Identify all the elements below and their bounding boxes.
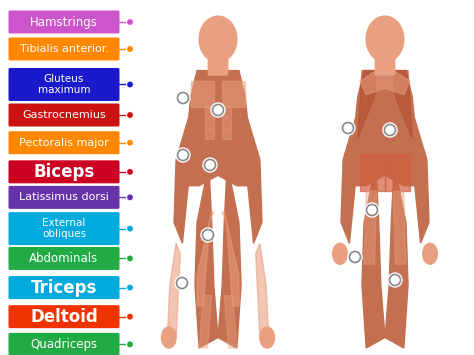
Circle shape: [127, 255, 134, 262]
FancyBboxPatch shape: [9, 276, 119, 299]
Polygon shape: [364, 191, 377, 264]
FancyBboxPatch shape: [9, 160, 119, 183]
Polygon shape: [354, 71, 416, 186]
Text: Biceps: Biceps: [33, 163, 95, 181]
Text: Hamstrings: Hamstrings: [30, 16, 98, 28]
Polygon shape: [241, 118, 262, 243]
Text: Gastrocnemius: Gastrocnemius: [22, 110, 106, 120]
Circle shape: [365, 203, 379, 217]
Circle shape: [127, 313, 134, 320]
Circle shape: [127, 194, 134, 201]
Circle shape: [176, 91, 190, 105]
Circle shape: [343, 122, 354, 133]
Text: Triceps: Triceps: [31, 279, 97, 296]
Circle shape: [366, 204, 377, 215]
Polygon shape: [205, 106, 214, 116]
Polygon shape: [174, 118, 195, 243]
Polygon shape: [408, 118, 429, 243]
Ellipse shape: [260, 327, 274, 348]
Polygon shape: [205, 117, 214, 128]
Circle shape: [212, 104, 224, 115]
Text: Abdominals: Abdominals: [29, 252, 99, 265]
Polygon shape: [222, 117, 230, 128]
Polygon shape: [358, 71, 377, 138]
FancyBboxPatch shape: [9, 68, 119, 101]
Polygon shape: [222, 106, 230, 116]
Circle shape: [127, 139, 134, 146]
Polygon shape: [187, 71, 249, 186]
Circle shape: [204, 159, 216, 170]
Ellipse shape: [423, 243, 438, 264]
FancyBboxPatch shape: [9, 11, 119, 33]
FancyBboxPatch shape: [9, 333, 119, 355]
Circle shape: [388, 273, 402, 287]
FancyBboxPatch shape: [9, 38, 119, 60]
Ellipse shape: [366, 16, 404, 62]
Circle shape: [175, 276, 189, 290]
Text: Gluteus
maximum: Gluteus maximum: [38, 74, 90, 95]
Circle shape: [127, 18, 134, 26]
Ellipse shape: [162, 327, 176, 348]
Polygon shape: [168, 243, 180, 338]
Polygon shape: [224, 296, 237, 348]
FancyBboxPatch shape: [9, 247, 119, 270]
Polygon shape: [197, 212, 214, 306]
Polygon shape: [385, 154, 410, 191]
Polygon shape: [199, 296, 212, 348]
Polygon shape: [360, 65, 410, 95]
Text: Pectoralis major: Pectoralis major: [19, 138, 109, 148]
Polygon shape: [393, 71, 412, 138]
Circle shape: [348, 250, 362, 264]
Polygon shape: [341, 118, 362, 243]
Circle shape: [127, 168, 134, 175]
FancyBboxPatch shape: [374, 53, 395, 76]
Polygon shape: [360, 154, 385, 191]
Text: Deltoid: Deltoid: [30, 308, 98, 326]
FancyBboxPatch shape: [9, 305, 119, 328]
Circle shape: [127, 45, 134, 53]
Circle shape: [349, 251, 361, 262]
Polygon shape: [205, 129, 214, 139]
Circle shape: [176, 148, 190, 162]
Circle shape: [341, 121, 355, 135]
Polygon shape: [222, 81, 245, 107]
Text: External
obliques: External obliques: [42, 218, 86, 239]
Text: Quadriceps: Quadriceps: [30, 338, 98, 351]
Polygon shape: [255, 243, 268, 338]
Circle shape: [201, 228, 215, 242]
Circle shape: [127, 341, 134, 348]
Polygon shape: [222, 129, 230, 139]
Circle shape: [127, 225, 134, 232]
Ellipse shape: [333, 243, 347, 264]
Circle shape: [176, 278, 188, 289]
Circle shape: [390, 274, 401, 285]
Polygon shape: [385, 180, 408, 348]
Polygon shape: [195, 180, 218, 348]
Circle shape: [203, 158, 217, 172]
Circle shape: [211, 103, 225, 117]
FancyBboxPatch shape: [9, 212, 119, 245]
Text: Latissimus dorsi: Latissimus dorsi: [19, 192, 109, 202]
Circle shape: [383, 123, 397, 137]
Circle shape: [127, 81, 134, 88]
Circle shape: [177, 93, 189, 104]
Polygon shape: [222, 212, 239, 306]
Polygon shape: [218, 180, 241, 348]
Text: Tibialis anterior.: Tibialis anterior.: [19, 44, 109, 54]
Ellipse shape: [199, 16, 237, 62]
Circle shape: [127, 284, 134, 291]
FancyBboxPatch shape: [9, 186, 119, 209]
Circle shape: [202, 229, 213, 240]
Polygon shape: [191, 81, 214, 107]
FancyBboxPatch shape: [208, 53, 228, 76]
Circle shape: [177, 149, 189, 160]
FancyBboxPatch shape: [9, 131, 119, 154]
Circle shape: [127, 111, 134, 119]
Polygon shape: [393, 191, 406, 264]
Polygon shape: [362, 180, 385, 348]
Circle shape: [384, 125, 395, 136]
FancyBboxPatch shape: [9, 104, 119, 126]
